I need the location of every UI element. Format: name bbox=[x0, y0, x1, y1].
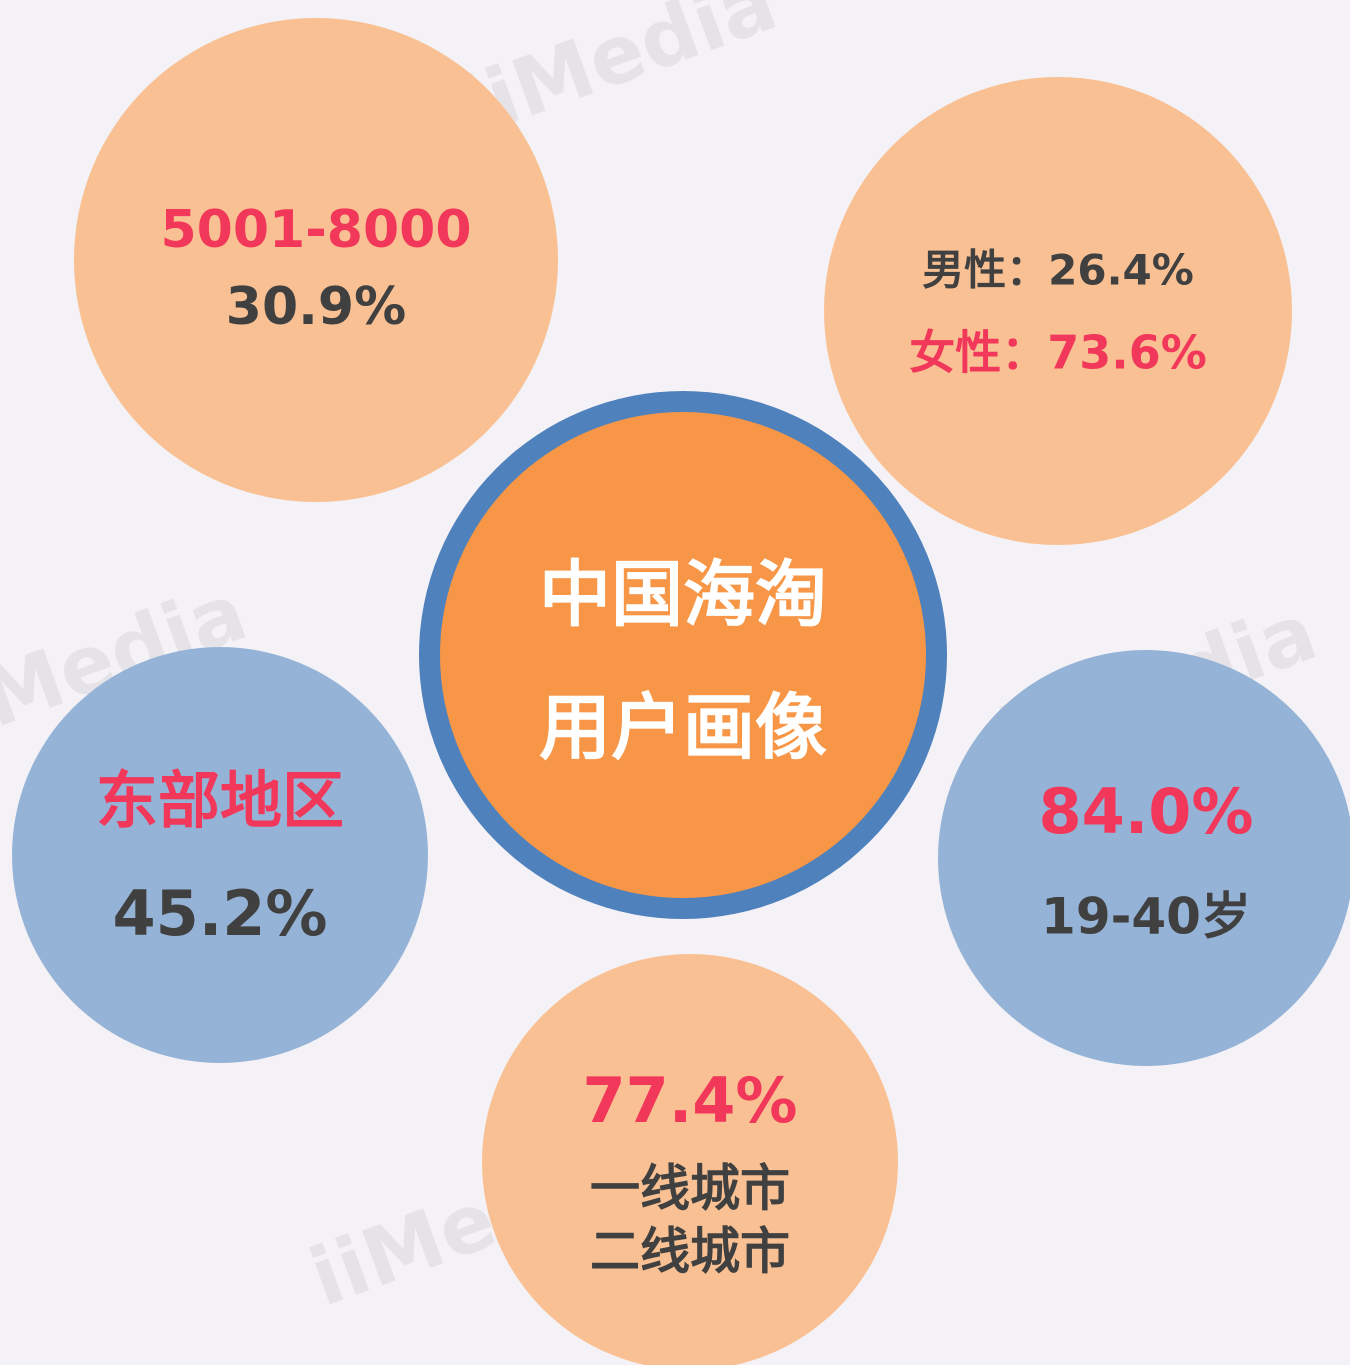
bubble-label: 男性：26.4% bbox=[922, 246, 1194, 295]
bubble bbox=[74, 18, 558, 502]
center-circle bbox=[440, 412, 926, 898]
bubble-label: 一线城市 bbox=[590, 1160, 790, 1218]
bubble-label: 5001-8000 bbox=[160, 200, 471, 260]
bubble-label: 二线城市 bbox=[590, 1223, 790, 1281]
center-title: 中国海淘 bbox=[539, 553, 827, 637]
bubble-label: 19-40岁 bbox=[1041, 888, 1251, 946]
bubble-label: 女性：73.6% bbox=[909, 326, 1207, 380]
bubble bbox=[938, 650, 1350, 1066]
bubble-label: 84.0% bbox=[1038, 775, 1253, 848]
bubble bbox=[12, 647, 428, 1063]
bubble bbox=[482, 954, 898, 1365]
center-title: 用户画像 bbox=[539, 686, 827, 770]
bubble-label: 30.9% bbox=[226, 277, 406, 337]
bubble bbox=[824, 77, 1292, 545]
bubble-label: 东部地区 bbox=[96, 764, 344, 837]
bubble-label: 45.2% bbox=[112, 877, 327, 950]
bubble-label: 77.4% bbox=[582, 1064, 797, 1137]
